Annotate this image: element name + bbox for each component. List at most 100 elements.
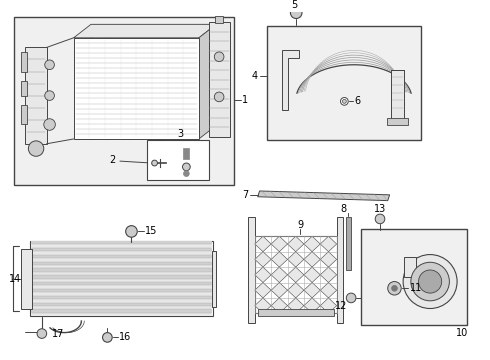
Text: 7: 7 [242,190,248,200]
Bar [31,289,212,292]
Text: 17: 17 [51,329,64,338]
Polygon shape [288,283,304,298]
Polygon shape [304,283,320,298]
Polygon shape [255,267,271,283]
Bar [147,140,210,180]
Bar [31,265,212,269]
Polygon shape [255,236,271,252]
Text: 14: 14 [9,274,21,284]
Bar [31,285,212,289]
Bar [31,262,212,265]
Circle shape [182,163,190,171]
Polygon shape [271,267,288,283]
Polygon shape [271,283,288,298]
Polygon shape [304,252,320,267]
Circle shape [392,285,397,291]
Bar [21,52,27,72]
Bar [212,251,216,307]
Polygon shape [304,298,320,313]
Circle shape [102,333,112,342]
Polygon shape [271,236,288,252]
Polygon shape [304,236,320,252]
Polygon shape [288,252,304,267]
Polygon shape [271,252,288,267]
Polygon shape [258,191,390,201]
Polygon shape [320,298,337,313]
Bar [30,241,213,316]
Circle shape [214,92,224,102]
Circle shape [341,98,348,105]
Bar [361,229,467,325]
Circle shape [375,214,385,224]
Bar [404,257,416,277]
Bar [31,251,212,255]
Circle shape [183,171,189,176]
Bar [31,279,212,282]
Bar [268,26,421,140]
Polygon shape [271,298,288,313]
Circle shape [152,160,157,166]
Circle shape [411,262,449,301]
Bar [387,118,408,126]
Bar [31,272,212,275]
Bar [31,292,212,296]
Text: 5: 5 [291,0,297,10]
Bar [255,236,337,313]
Bar [31,282,212,285]
Bar [346,217,351,270]
Circle shape [346,293,356,303]
Bar [31,244,212,248]
Bar [31,275,212,279]
Text: 1: 1 [242,95,248,105]
Bar [391,69,404,122]
Polygon shape [282,50,299,110]
Circle shape [37,329,47,338]
Bar [74,38,199,139]
Circle shape [44,119,55,130]
Circle shape [403,255,457,309]
Bar [31,258,212,262]
Text: 6: 6 [354,96,360,106]
Circle shape [125,226,137,237]
Bar [337,217,343,323]
Circle shape [291,7,302,18]
Polygon shape [288,267,304,283]
Text: 16: 16 [119,332,131,342]
Circle shape [28,141,44,156]
Bar [21,105,27,125]
Bar [31,313,212,316]
Polygon shape [288,236,304,252]
Bar [183,148,189,159]
Text: 13: 13 [374,204,386,214]
Bar [14,17,234,185]
Circle shape [214,52,224,62]
Bar [31,269,212,272]
Bar [31,302,212,306]
Circle shape [388,282,401,295]
Polygon shape [288,298,304,313]
Bar [215,15,223,23]
Polygon shape [320,283,337,298]
Polygon shape [255,298,271,313]
Bar [21,249,32,309]
Polygon shape [255,283,271,298]
Text: 4: 4 [251,71,258,81]
Text: 10: 10 [456,328,468,338]
Bar [31,299,212,302]
Bar [258,309,334,316]
Polygon shape [320,267,337,283]
Bar [21,81,27,96]
Text: 15: 15 [145,226,157,237]
Circle shape [343,99,346,103]
Circle shape [45,60,54,69]
Polygon shape [255,252,271,267]
Circle shape [418,270,441,293]
Text: 2: 2 [109,155,115,165]
Polygon shape [320,236,337,252]
Bar [31,248,212,251]
Polygon shape [199,24,216,139]
Bar [248,217,255,323]
Circle shape [45,91,54,100]
Text: 11: 11 [410,283,422,293]
Text: 12: 12 [335,301,348,311]
